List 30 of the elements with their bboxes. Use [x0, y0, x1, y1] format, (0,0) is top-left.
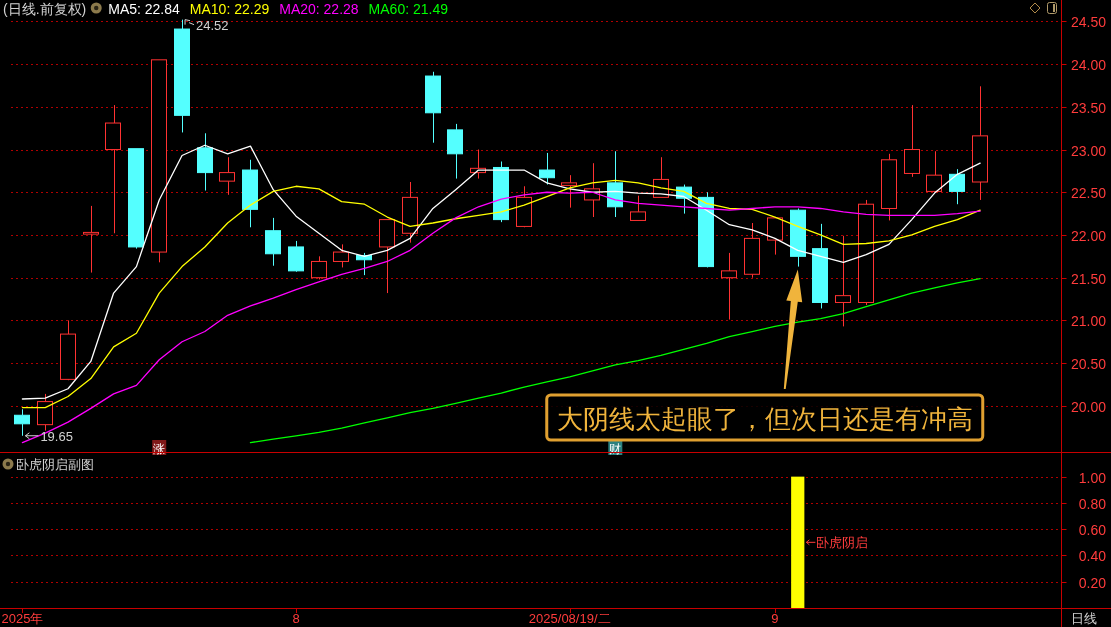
ytick-label: 20.50	[1070, 355, 1106, 372]
xtick-label: 2025/08/19/二	[528, 611, 611, 626]
ytick-label: 1.00	[1078, 469, 1106, 486]
ytick-label: 24.50	[1070, 13, 1106, 30]
legend-item: MA60: 21.49	[368, 1, 448, 17]
annotation: 卧虎阴启	[816, 535, 869, 551]
legend-item: MA20: 22.28	[279, 1, 359, 17]
ytick-label: 24.00	[1070, 56, 1106, 73]
annotation: 19.65	[40, 428, 73, 444]
ytick-label: 0.20	[1078, 574, 1106, 591]
title: 卧虎阴启副图	[16, 457, 94, 472]
ytick-label: 21.00	[1070, 312, 1106, 329]
ytick-label: 23.50	[1070, 99, 1106, 116]
ytick-label: 20.00	[1070, 398, 1106, 415]
legend-item: MA5: 22.84	[108, 1, 180, 17]
annotation: 大阴线太起眼了，但次日还是有冲高	[556, 404, 973, 434]
annotation: 日线	[1070, 611, 1097, 626]
legend-item: MA10: 22.29	[189, 1, 270, 17]
ytick-label: 0.40	[1078, 547, 1106, 564]
ytick-label: 21.50	[1070, 270, 1106, 287]
ytick-label: 0.80	[1078, 495, 1106, 512]
xtick-label: 8	[292, 611, 300, 626]
ytick-label: 22.00	[1070, 227, 1106, 244]
xtick-label: 2025年	[1, 611, 44, 626]
xtick-label: 9	[771, 611, 779, 626]
ytick-label: 23.00	[1070, 142, 1106, 159]
title: (日线.前复权)	[3, 1, 87, 17]
ytick-label: 0.60	[1078, 521, 1106, 538]
ytick-label: 22.50	[1070, 184, 1106, 201]
annotation: 24.52	[196, 17, 229, 33]
